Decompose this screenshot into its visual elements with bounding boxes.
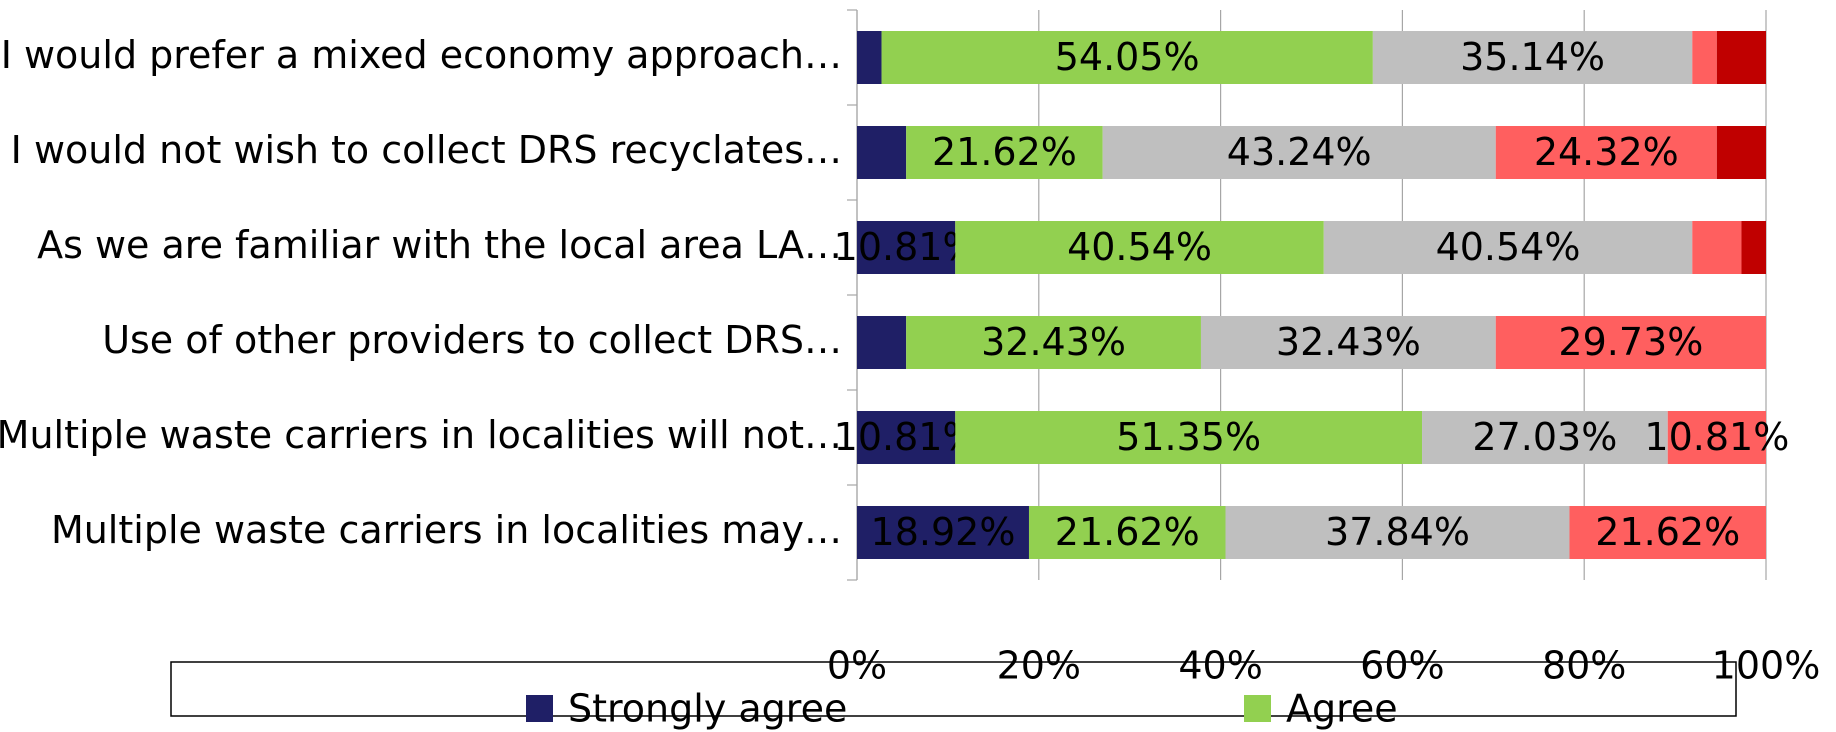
- bar-segment: [955, 221, 1324, 274]
- y-tick-label: I would not wish to collect DRS recyclat…: [11, 128, 842, 172]
- legend-label: Strongly agree: [568, 687, 847, 731]
- bar-segment: [857, 411, 956, 464]
- y-tick-label: As we are familiar with the local area L…: [37, 223, 842, 267]
- bar-segment: [1716, 126, 1766, 179]
- x-tick-label: 60%: [1360, 644, 1444, 688]
- data-label: 21.62%: [1595, 510, 1740, 554]
- x-tick-label: 20%: [997, 644, 1081, 688]
- bar-segment: [881, 31, 1373, 84]
- data-label: 35.14%: [1460, 35, 1605, 79]
- legend-swatch: [1244, 695, 1271, 722]
- bar-segment: [1692, 221, 1742, 274]
- x-tick-label: 40%: [1178, 644, 1262, 688]
- bar-segment: [1225, 506, 1570, 559]
- bar-segment: [1495, 316, 1766, 369]
- bar-segment: [1495, 126, 1717, 179]
- bar-segment: [1028, 506, 1226, 559]
- bar-segment: [906, 126, 1103, 179]
- data-label: 43.24%: [1227, 130, 1372, 174]
- bar-segment: [857, 31, 882, 84]
- bar-segment: [1323, 221, 1693, 274]
- data-label: 27.03%: [1472, 415, 1617, 459]
- bar-segment: [1667, 411, 1766, 464]
- legend-box: [170, 661, 1737, 717]
- bar-segment: [1372, 31, 1693, 84]
- data-label: 40.54%: [1067, 225, 1212, 269]
- x-tick-label: 80%: [1542, 644, 1626, 688]
- data-label: 10.81%: [834, 415, 979, 459]
- bar-segment: [955, 411, 1423, 464]
- bar-segment: [857, 506, 1029, 559]
- data-label: 32.43%: [1276, 320, 1421, 364]
- data-label: 32.43%: [981, 320, 1126, 364]
- x-tick-label: 0%: [827, 644, 887, 688]
- data-label: 24.32%: [1534, 130, 1679, 174]
- data-label: 21.62%: [932, 130, 1077, 174]
- bar-segment: [1741, 221, 1766, 274]
- y-tick-label: Multiple waste carriers in localities ma…: [51, 508, 842, 552]
- legend-swatch: [526, 695, 553, 722]
- data-label: 10.81%: [834, 225, 979, 269]
- bar-segment: [857, 221, 956, 274]
- data-label: 29.73%: [1558, 320, 1703, 364]
- y-tick-label: I would prefer a mixed economy approach…: [1, 33, 842, 77]
- y-tick-label: Use of other providers to collect DRS…: [102, 318, 842, 362]
- data-label: 40.54%: [1436, 225, 1581, 269]
- bar-segment: [1422, 411, 1668, 464]
- x-tick-label: 100%: [1712, 644, 1821, 688]
- y-tick-label: Multiple waste carriers in localities wi…: [0, 413, 842, 457]
- bar-segment: [1716, 31, 1766, 84]
- bar-segment: [1692, 31, 1717, 84]
- data-label: 18.92%: [871, 510, 1016, 554]
- bar-segment: [857, 126, 907, 179]
- data-label: 51.35%: [1116, 415, 1261, 459]
- data-label: 54.05%: [1055, 35, 1200, 79]
- bar-segment: [857, 316, 907, 369]
- legend-label: Agree: [1286, 687, 1398, 731]
- bar-segment: [1569, 506, 1766, 559]
- data-label: 37.84%: [1325, 510, 1470, 554]
- bar-segment: [906, 316, 1201, 369]
- data-label: 21.62%: [1055, 510, 1200, 554]
- bar-segment: [1102, 126, 1496, 179]
- grid-lines: [856, 10, 1767, 580]
- data-label: 10.81%: [1644, 415, 1789, 459]
- bar-segment: [1200, 316, 1496, 369]
